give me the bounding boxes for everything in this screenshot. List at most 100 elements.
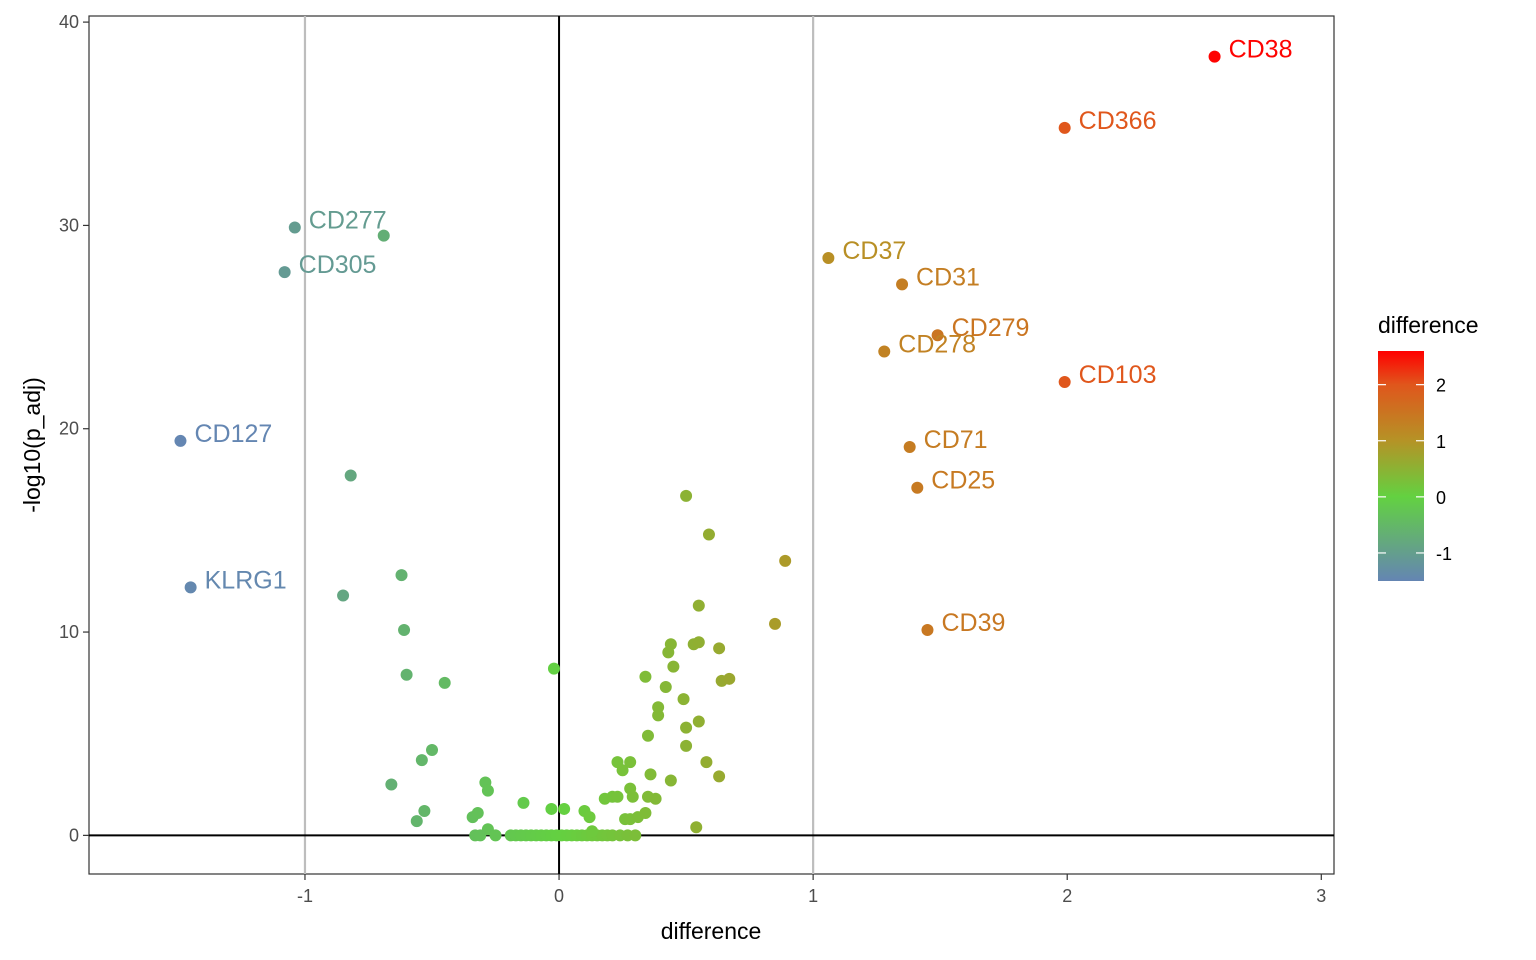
- data-point-cd31: [896, 278, 909, 291]
- data-point: [692, 636, 705, 649]
- data-point-klrg1: [184, 581, 197, 594]
- data-point: [769, 617, 782, 630]
- data-point-cd25: [911, 481, 924, 494]
- data-point-cd278: [878, 345, 891, 358]
- point-label-cd278: CD278: [898, 330, 976, 358]
- data-point: [410, 815, 423, 828]
- data-point: [680, 489, 693, 502]
- x-tick-label: 2: [1062, 886, 1072, 906]
- data-point: [395, 569, 408, 582]
- data-point: [664, 774, 677, 787]
- data-point: [377, 229, 390, 242]
- data-point: [583, 811, 596, 824]
- data-point-cd103: [1058, 375, 1071, 388]
- data-point: [667, 660, 680, 673]
- point-label-cd127: CD127: [194, 420, 272, 448]
- point-label-cd71: CD71: [924, 426, 988, 454]
- data-point: [517, 796, 530, 809]
- data-point: [680, 721, 693, 734]
- data-point: [616, 764, 629, 777]
- data-point-cd279: [931, 329, 944, 342]
- data-point: [398, 624, 411, 637]
- data-point: [471, 807, 484, 820]
- y-tick-label: 20: [59, 419, 79, 439]
- data-point: [438, 676, 451, 689]
- data-point-cd71: [903, 441, 916, 454]
- data-point: [426, 743, 439, 756]
- data-point: [692, 715, 705, 728]
- data-point: [677, 693, 690, 706]
- data-point: [385, 778, 398, 791]
- data-point: [723, 672, 736, 685]
- y-tick-label: 30: [59, 215, 79, 235]
- data-point: [474, 829, 487, 842]
- data-point: [639, 807, 652, 820]
- data-point: [558, 802, 571, 815]
- data-point: [400, 668, 413, 681]
- data-point-cd366: [1058, 121, 1071, 134]
- data-point: [700, 756, 713, 769]
- point-label-cd277: CD277: [309, 206, 387, 234]
- data-points: [174, 50, 1221, 842]
- x-tick-label: -1: [297, 886, 313, 906]
- data-point: [337, 589, 350, 602]
- legend-tick-label: -1: [1436, 544, 1452, 564]
- data-point: [641, 729, 654, 742]
- point-label-cd305: CD305: [299, 251, 377, 279]
- y-axis: 0 10 20 30 40: [59, 12, 89, 845]
- y-axis-title: -log10(p_adj): [19, 377, 45, 513]
- point-label-cd366: CD366: [1079, 107, 1157, 135]
- data-point-cd38: [1208, 50, 1221, 63]
- data-point: [644, 768, 657, 781]
- legend-tick-label: 2: [1436, 376, 1446, 396]
- point-label-cd25: CD25: [931, 467, 995, 495]
- data-point-cd39: [921, 624, 934, 637]
- color-legend: difference 2 1 0 -1: [1378, 312, 1479, 581]
- point-label-cd31: CD31: [916, 263, 980, 291]
- legend-ticks: 2 1 0 -1: [1378, 376, 1452, 564]
- legend-tick-label: 0: [1436, 488, 1446, 508]
- data-point: [664, 638, 677, 651]
- data-point: [624, 756, 637, 769]
- reference-lines: [89, 16, 1334, 874]
- data-point: [713, 642, 726, 655]
- data-point: [652, 701, 665, 714]
- data-point-cd127: [174, 434, 187, 447]
- legend-colorbar: [1378, 351, 1424, 581]
- point-label-cd279: CD279: [952, 314, 1030, 342]
- data-point: [626, 790, 639, 803]
- point-label-cd37: CD37: [842, 237, 906, 265]
- data-point: [481, 784, 494, 797]
- data-point: [713, 770, 726, 783]
- x-tick-label: 1: [808, 886, 818, 906]
- data-point: [344, 469, 357, 482]
- data-point: [690, 821, 703, 834]
- legend-tick-label: 1: [1436, 432, 1446, 452]
- y-tick-label: 40: [59, 12, 79, 32]
- y-tick-label: 10: [59, 622, 79, 642]
- data-point: [545, 802, 558, 815]
- data-point: [418, 804, 431, 817]
- data-point-cd37: [822, 251, 835, 264]
- data-point: [489, 829, 502, 842]
- data-point: [779, 554, 792, 567]
- data-point: [659, 680, 672, 693]
- point-label-cd103: CD103: [1079, 361, 1157, 389]
- x-axis-title: difference: [661, 918, 762, 944]
- point-label-cd39: CD39: [941, 609, 1005, 637]
- point-label-klrg1: KLRG1: [205, 566, 287, 594]
- point-label-cd38: CD38: [1229, 36, 1293, 64]
- data-point: [680, 739, 693, 752]
- plot-panel: [88, 15, 1335, 875]
- data-point: [639, 670, 652, 683]
- x-axis: -1 0 1 2 3: [297, 874, 1326, 906]
- data-point: [547, 662, 560, 675]
- data-point: [702, 528, 715, 541]
- legend-title: difference: [1378, 312, 1479, 338]
- data-point-cd277: [288, 221, 301, 234]
- data-point: [611, 790, 624, 803]
- data-point: [692, 599, 705, 612]
- data-point: [629, 829, 642, 842]
